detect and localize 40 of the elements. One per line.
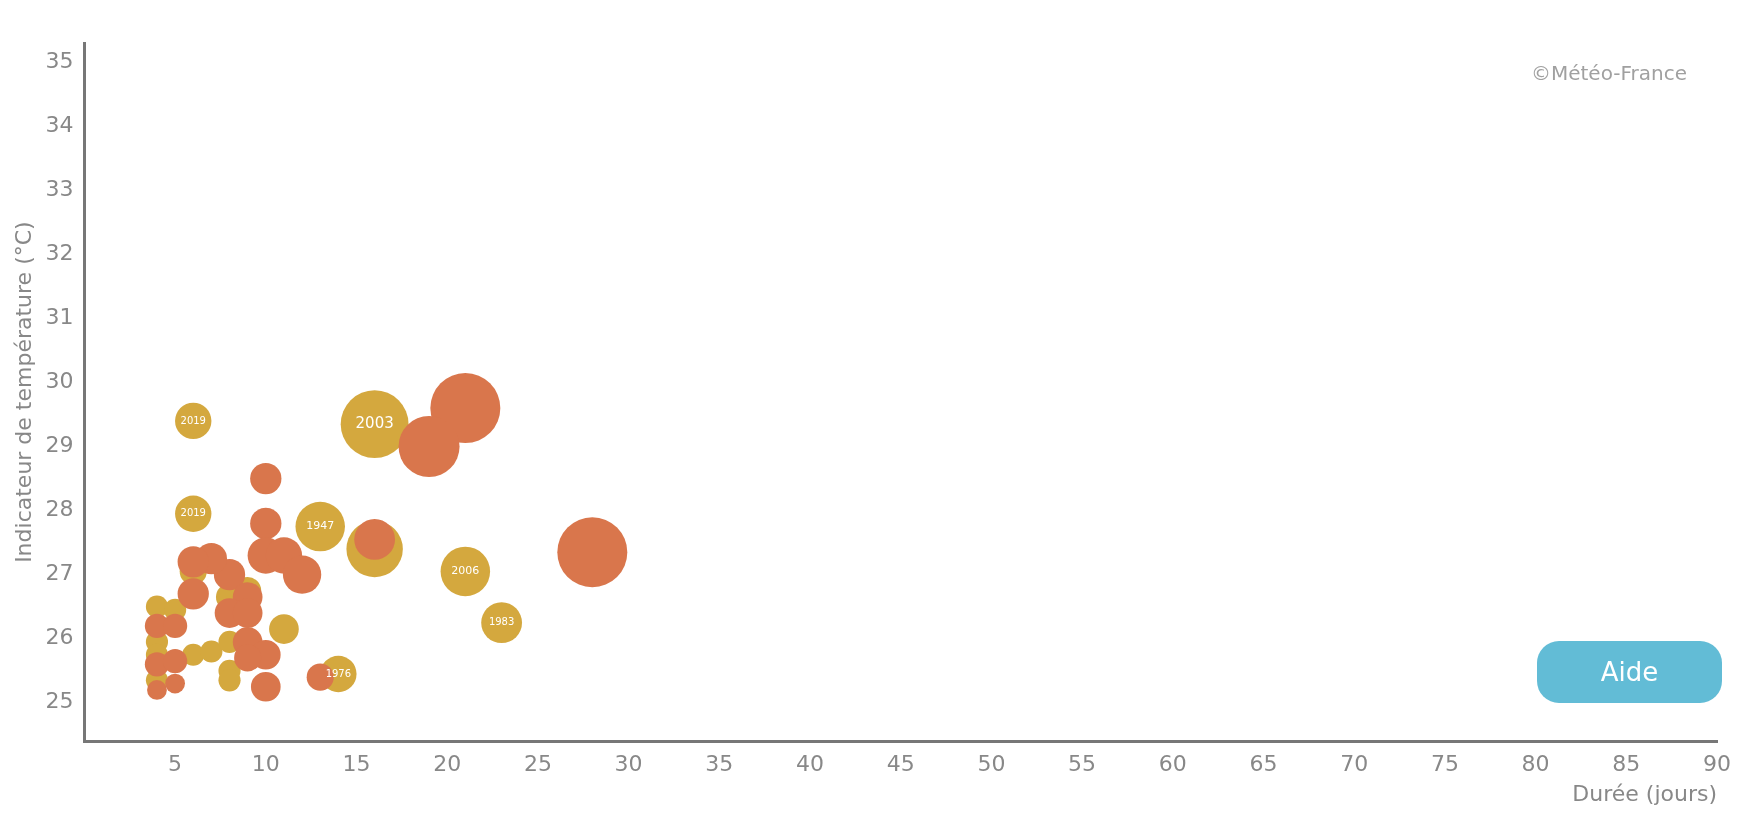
annotation: 1976 bbox=[325, 667, 352, 679]
x-tick-label: 75 bbox=[1430, 751, 1459, 777]
annotation: 1947 bbox=[306, 519, 335, 533]
x-tick-label: 20 bbox=[433, 751, 462, 777]
annotation: 1983 bbox=[488, 616, 515, 628]
annotation: 2019 bbox=[180, 414, 206, 426]
x-tick-label: 25 bbox=[523, 751, 552, 777]
y-axis-title: Indicateur de température (°C) bbox=[10, 221, 36, 563]
x-tick-label: 50 bbox=[977, 751, 1006, 777]
y-tick-label: 34 bbox=[45, 111, 74, 137]
x-tick-label: 35 bbox=[705, 751, 734, 777]
x-tick-label: 45 bbox=[886, 751, 915, 777]
x-tick-label: 10 bbox=[251, 751, 280, 777]
y-tick-label: 27 bbox=[45, 560, 74, 586]
annotation: 2003 bbox=[355, 414, 394, 433]
x-tick-label: 5 bbox=[168, 751, 183, 777]
x-tick-label: 70 bbox=[1340, 751, 1369, 777]
annotation: ©Météo-France bbox=[1530, 61, 1687, 86]
y-tick-label: 29 bbox=[45, 432, 74, 458]
x-tick-label: 40 bbox=[796, 751, 824, 777]
y-tick-label: 30 bbox=[45, 368, 74, 394]
y-tick-label: 28 bbox=[45, 496, 74, 522]
y-tick-label: 31 bbox=[45, 304, 74, 330]
annotation: 2006 bbox=[451, 564, 480, 578]
x-tick-label: 85 bbox=[1612, 751, 1641, 777]
x-axis-title: Durée (jours) bbox=[1572, 780, 1717, 806]
x-tick-label: 30 bbox=[614, 751, 643, 777]
help-button: Aide bbox=[1537, 641, 1722, 703]
y-tick-label: 35 bbox=[45, 47, 74, 73]
y-tick-label: 32 bbox=[45, 240, 74, 266]
x-tick-label: 60 bbox=[1158, 751, 1187, 777]
x-tick-label: 90 bbox=[1703, 751, 1731, 777]
x-tick-label: 55 bbox=[1068, 751, 1097, 777]
y-tick-label: 26 bbox=[45, 624, 74, 650]
x-tick-label: 15 bbox=[342, 751, 371, 777]
x-tick-label: 80 bbox=[1521, 751, 1550, 777]
annotation: 2019 bbox=[180, 507, 206, 519]
y-tick-label: 33 bbox=[45, 176, 74, 202]
x-tick-label: 65 bbox=[1249, 751, 1278, 777]
y-tick-label: 25 bbox=[45, 688, 74, 714]
